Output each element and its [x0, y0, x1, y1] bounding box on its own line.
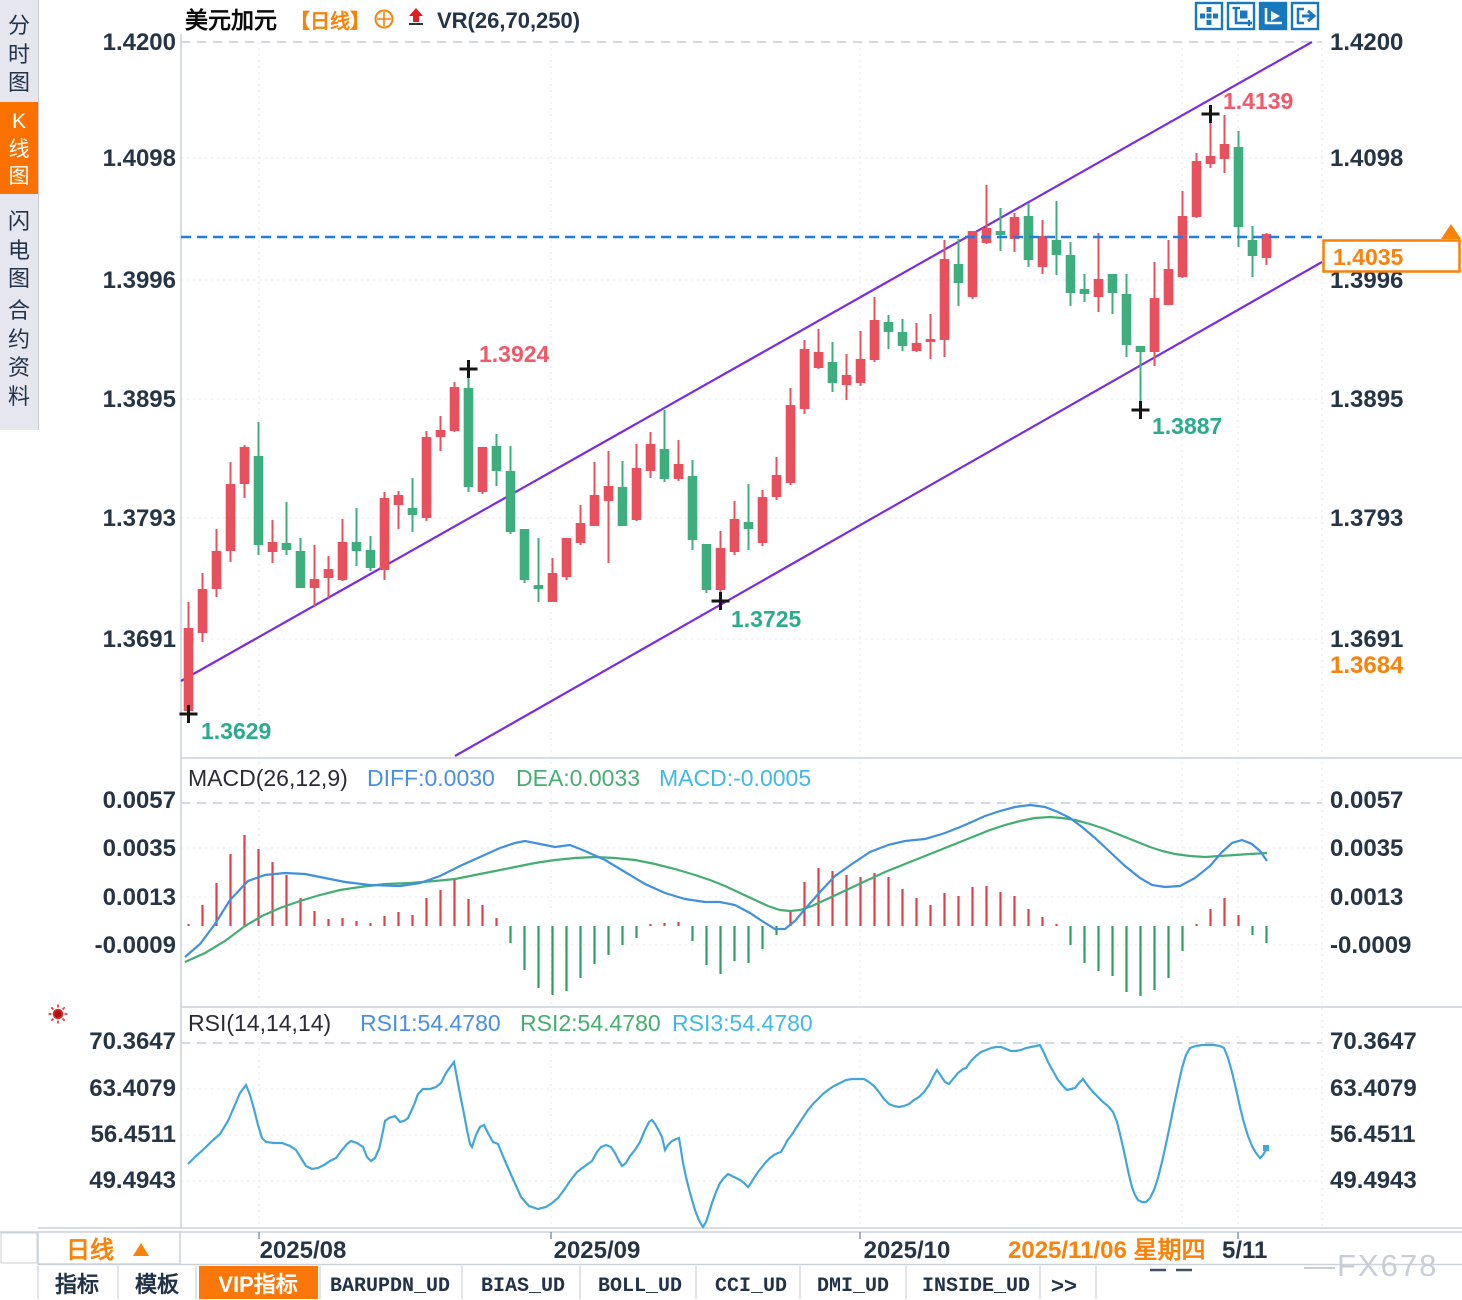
svg-text:0.0035: 0.0035	[103, 835, 176, 862]
svg-text:1.4200: 1.4200	[1330, 29, 1403, 56]
svg-text:49.4943: 49.4943	[1330, 1167, 1417, 1194]
svg-text:1.4200: 1.4200	[103, 29, 176, 56]
svg-text:-0.0009: -0.0009	[1330, 932, 1411, 959]
svg-text:63.4079: 63.4079	[89, 1075, 176, 1102]
svg-text:0.0057: 0.0057	[103, 787, 176, 814]
svg-text:—FX678: —FX678	[1304, 1248, 1438, 1283]
svg-text:DMI_UD: DMI_UD	[817, 1275, 889, 1298]
svg-text:VIP指标: VIP指标	[218, 1272, 297, 1297]
svg-text:VR(26,70,250): VR(26,70,250)	[437, 8, 580, 33]
svg-text:70.3647: 70.3647	[89, 1028, 176, 1055]
svg-text:MACD(26,12,9): MACD(26,12,9)	[188, 765, 348, 791]
svg-text:1.3996: 1.3996	[103, 267, 176, 294]
svg-text:0.0035: 0.0035	[1330, 835, 1403, 862]
svg-text:1.4098: 1.4098	[103, 145, 176, 172]
svg-text:RSI1:54.4780: RSI1:54.4780	[360, 1010, 501, 1036]
svg-text:1.3725: 1.3725	[731, 606, 802, 632]
svg-text:BOLL_UD: BOLL_UD	[598, 1275, 682, 1298]
svg-text:1.3793: 1.3793	[103, 505, 176, 532]
svg-text:0.0013: 0.0013	[1330, 884, 1403, 911]
svg-text:MACD:-0.0005: MACD:-0.0005	[659, 765, 811, 791]
svg-text:RSI(14,14,14): RSI(14,14,14)	[188, 1010, 331, 1036]
svg-text:56.4511: 56.4511	[1330, 1121, 1415, 1148]
svg-text:5/11: 5/11	[1222, 1237, 1267, 1264]
svg-text:DIFF:0.0030: DIFF:0.0030	[367, 765, 495, 791]
svg-text:1.3924: 1.3924	[479, 341, 550, 367]
svg-text:2025/09: 2025/09	[554, 1237, 641, 1264]
svg-text:CCI_UD: CCI_UD	[715, 1275, 787, 1298]
svg-text:2025/08: 2025/08	[260, 1237, 347, 1264]
svg-text:1.3684: 1.3684	[1330, 652, 1404, 679]
svg-text:63.4079: 63.4079	[1330, 1075, 1417, 1102]
svg-text:模板: 模板	[135, 1272, 180, 1297]
svg-text:0.0013: 0.0013	[103, 884, 176, 911]
svg-text:INSIDE_UD: INSIDE_UD	[922, 1275, 1030, 1298]
svg-text:DEA:0.0033: DEA:0.0033	[516, 765, 640, 791]
svg-text:RSI2:54.4780: RSI2:54.4780	[520, 1010, 661, 1036]
svg-text:指标: 指标	[55, 1272, 99, 1297]
svg-text:1.4035: 1.4035	[1333, 244, 1404, 270]
svg-text:1.3691: 1.3691	[1330, 626, 1403, 653]
svg-text:2025/11/06 星期四: 2025/11/06 星期四	[1008, 1237, 1205, 1264]
svg-text:56.4511: 56.4511	[91, 1121, 176, 1148]
svg-text:1.3887: 1.3887	[1152, 413, 1222, 439]
svg-text:BIAS_UD: BIAS_UD	[481, 1275, 565, 1298]
svg-text:2025/10: 2025/10	[864, 1237, 951, 1264]
svg-text:【日线】: 【日线】	[290, 9, 370, 33]
svg-text:1.3691: 1.3691	[103, 626, 176, 653]
svg-text:美元加元: 美元加元	[185, 7, 277, 33]
svg-text:BARUPDN_UD: BARUPDN_UD	[330, 1275, 450, 1298]
svg-text:日线: 日线	[66, 1237, 114, 1264]
svg-text:1.3793: 1.3793	[1330, 505, 1403, 532]
svg-text:RSI3:54.4780: RSI3:54.4780	[672, 1010, 813, 1036]
svg-text:49.4943: 49.4943	[89, 1167, 176, 1194]
svg-text:-0.0009: -0.0009	[95, 932, 176, 959]
svg-text:0.0057: 0.0057	[1330, 787, 1403, 814]
svg-text:1.3895: 1.3895	[103, 386, 176, 413]
svg-text:70.3647: 70.3647	[1330, 1028, 1417, 1055]
svg-text:1.3629: 1.3629	[201, 718, 271, 744]
svg-text:1.3895: 1.3895	[1330, 386, 1403, 413]
svg-text:>>: >>	[1051, 1273, 1077, 1298]
svg-text:1.4139: 1.4139	[1223, 88, 1293, 114]
svg-text:1.4098: 1.4098	[1330, 145, 1403, 172]
